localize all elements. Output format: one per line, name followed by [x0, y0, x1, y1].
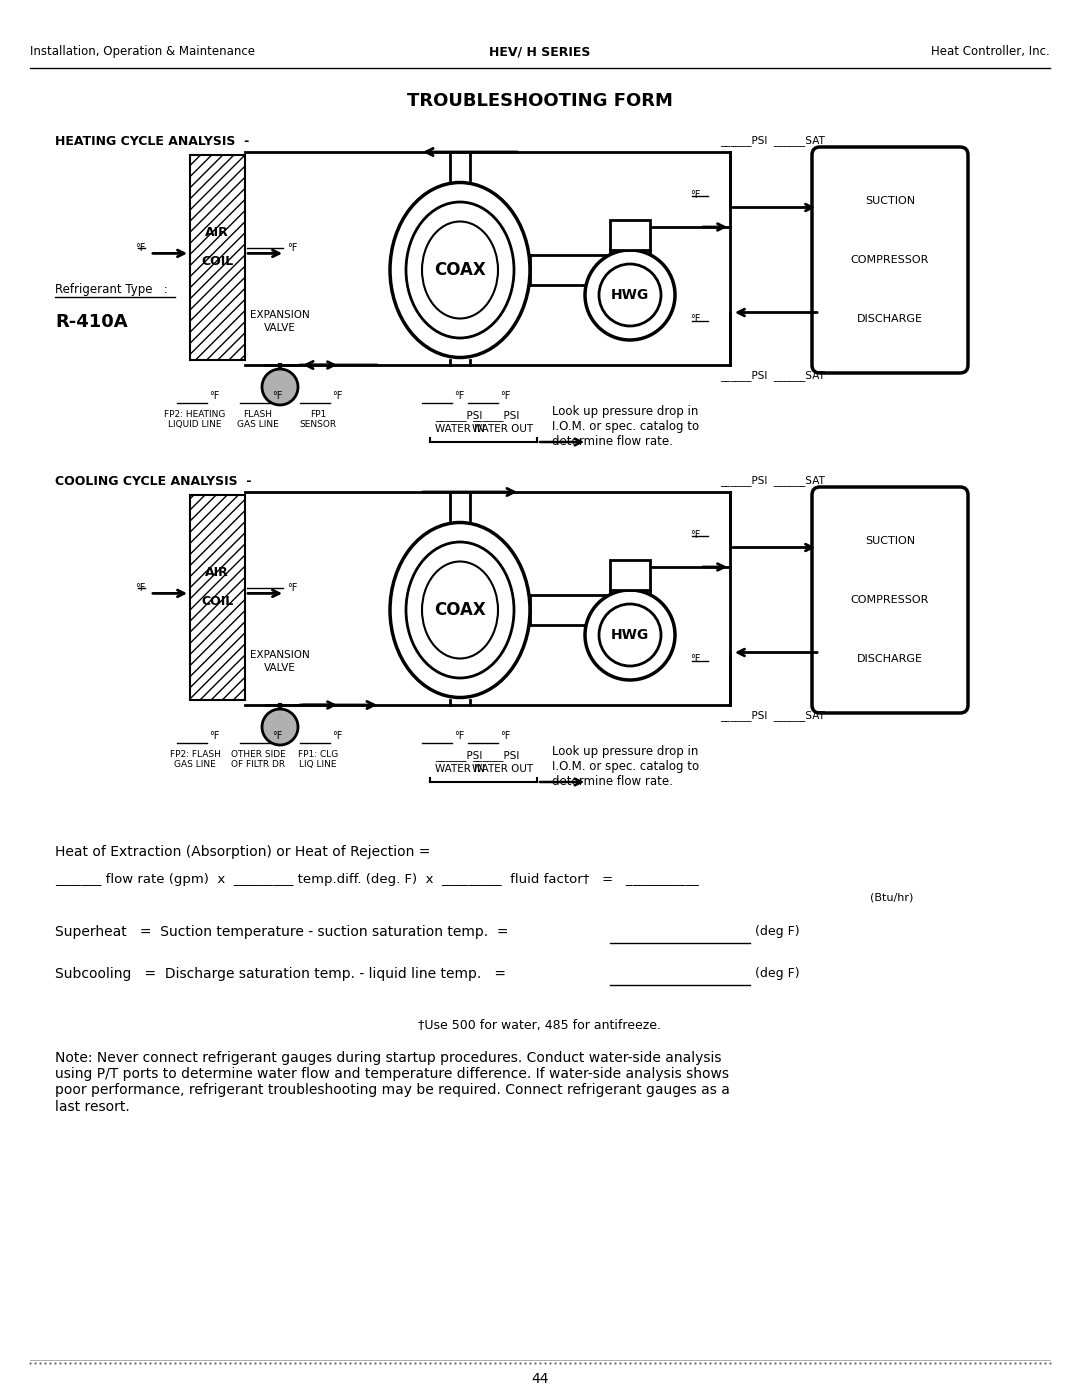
Bar [190, 155, 245, 360]
Text: Refrigerant Type   :: Refrigerant Type : [55, 284, 167, 296]
Text: AIR: AIR [205, 226, 229, 239]
Text: AIR: AIR [205, 566, 229, 580]
Text: °F: °F [500, 731, 511, 740]
Text: ______PSI  ______SAT: ______PSI ______SAT [720, 136, 825, 145]
Text: COAX: COAX [434, 601, 486, 619]
Text: SUCTION: SUCTION [865, 196, 915, 207]
FancyBboxPatch shape [812, 488, 968, 712]
Text: (deg F): (deg F) [755, 925, 799, 937]
Text: °F: °F [135, 243, 146, 253]
Text: Heat Controller, Inc.: Heat Controller, Inc. [931, 46, 1050, 59]
Text: Look up pressure drop in
I.O.M. or spec. catalog to
determine flow rate.: Look up pressure drop in I.O.M. or spec.… [552, 405, 699, 448]
Text: Superheat   =  Suction temperature - suction saturation temp.  =: Superheat = Suction temperature - suctio… [55, 925, 509, 939]
Text: °F: °F [332, 391, 342, 401]
Text: ______PSI  ______SAT: ______PSI ______SAT [720, 710, 825, 721]
Text: COMPRESSOR: COMPRESSOR [851, 595, 929, 605]
Text: ______PSI  ______SAT: ______PSI ______SAT [720, 370, 825, 381]
Text: FP2: HEATING
LIQUID LINE: FP2: HEATING LIQUID LINE [164, 409, 226, 429]
Text: COOLING CYCLE ANALYSIS  -: COOLING CYCLE ANALYSIS - [55, 475, 252, 488]
Text: EXPANSION: EXPANSION [251, 650, 310, 659]
Text: °F: °F [135, 584, 146, 594]
Text: COIL: COIL [201, 595, 233, 608]
Circle shape [585, 590, 675, 680]
Text: °F: °F [690, 655, 700, 665]
Text: †Use 500 for water, 485 for antifreeze.: †Use 500 for water, 485 for antifreeze. [419, 1018, 661, 1032]
Text: °F: °F [690, 314, 700, 324]
Text: Note: Never connect refrigerant gauges during startup procedures. Conduct water-: Note: Never connect refrigerant gauges d… [55, 1051, 730, 1113]
Text: SUCTION: SUCTION [865, 536, 915, 546]
Text: (deg F): (deg F) [755, 967, 799, 981]
Text: ______PSI: ______PSI [472, 750, 519, 761]
Text: °F: °F [287, 243, 297, 253]
Text: TROUBLESHOOTING FORM: TROUBLESHOOTING FORM [407, 92, 673, 110]
Text: Look up pressure drop in
I.O.M. or spec. catalog to
determine flow rate.: Look up pressure drop in I.O.M. or spec.… [552, 745, 699, 788]
Text: FLASH
GAS LINE: FLASH GAS LINE [238, 409, 279, 429]
Ellipse shape [422, 222, 498, 319]
Text: WATER IN: WATER IN [435, 425, 485, 434]
Text: COAX: COAX [434, 261, 486, 279]
Circle shape [585, 250, 675, 339]
Text: °F: °F [500, 391, 511, 401]
Ellipse shape [406, 542, 514, 678]
Ellipse shape [422, 562, 498, 658]
Text: FP1
SENSOR: FP1 SENSOR [299, 409, 337, 429]
Text: FP2: FLASH
GAS LINE: FP2: FLASH GAS LINE [170, 750, 220, 770]
Text: °F: °F [690, 190, 700, 200]
Text: °F: °F [210, 391, 219, 401]
Ellipse shape [390, 183, 530, 358]
Circle shape [599, 604, 661, 666]
Text: WATER OUT: WATER OUT [472, 764, 534, 774]
Text: DISCHARGE: DISCHARGE [858, 314, 923, 324]
Ellipse shape [406, 203, 514, 338]
Text: °F: °F [690, 529, 700, 539]
Text: VALVE: VALVE [265, 664, 296, 673]
Circle shape [599, 264, 661, 326]
Bar [610, 560, 650, 590]
Text: Subcooling   =  Discharge saturation temp. - liquid line temp.   =: Subcooling = Discharge saturation temp. … [55, 967, 507, 981]
Text: COIL: COIL [201, 256, 233, 268]
Text: °F: °F [287, 584, 297, 594]
Text: R-410A: R-410A [55, 313, 127, 331]
Text: °F: °F [454, 731, 464, 740]
Text: °F: °F [332, 731, 342, 740]
Text: ______PSI: ______PSI [472, 409, 519, 420]
Text: OTHER SIDE
OF FILTR DR: OTHER SIDE OF FILTR DR [231, 750, 285, 770]
Circle shape [262, 710, 298, 745]
Text: HWG: HWG [611, 288, 649, 302]
Text: ______PSI  ______SAT: ______PSI ______SAT [720, 475, 825, 486]
Text: ______PSI: ______PSI [435, 409, 483, 420]
Text: °F: °F [272, 731, 282, 740]
Text: °F: °F [272, 391, 282, 401]
Text: DISCHARGE: DISCHARGE [858, 654, 923, 664]
Text: HEV/ H SERIES: HEV/ H SERIES [489, 46, 591, 59]
Ellipse shape [390, 522, 530, 697]
Text: (Btu/hr): (Btu/hr) [870, 893, 914, 902]
Text: COMPRESSOR: COMPRESSOR [851, 256, 929, 265]
Bar [610, 219, 650, 250]
Text: EXPANSION: EXPANSION [251, 310, 310, 320]
Text: 44: 44 [531, 1372, 549, 1386]
Text: VALVE: VALVE [265, 323, 296, 332]
Bar [190, 495, 245, 700]
Text: HWG: HWG [611, 629, 649, 643]
Text: _______ flow rate (gpm)  x  _________ temp.diff. (deg. F)  x  _________  fluid f: _______ flow rate (gpm) x _________ temp… [55, 873, 699, 886]
Text: Heat of Extraction (Absorption) or Heat of Rejection =: Heat of Extraction (Absorption) or Heat … [55, 845, 430, 859]
Text: ______PSI: ______PSI [435, 750, 483, 761]
FancyBboxPatch shape [812, 147, 968, 373]
Text: Installation, Operation & Maintenance: Installation, Operation & Maintenance [30, 46, 255, 59]
Text: °F: °F [454, 391, 464, 401]
Circle shape [262, 369, 298, 405]
Text: WATER OUT: WATER OUT [472, 425, 534, 434]
Text: HEATING CYCLE ANALYSIS  -: HEATING CYCLE ANALYSIS - [55, 136, 249, 148]
Text: °F: °F [210, 731, 219, 740]
Text: WATER IN: WATER IN [435, 764, 485, 774]
Text: FP1: CLG
LIQ LINE: FP1: CLG LIQ LINE [298, 750, 338, 770]
